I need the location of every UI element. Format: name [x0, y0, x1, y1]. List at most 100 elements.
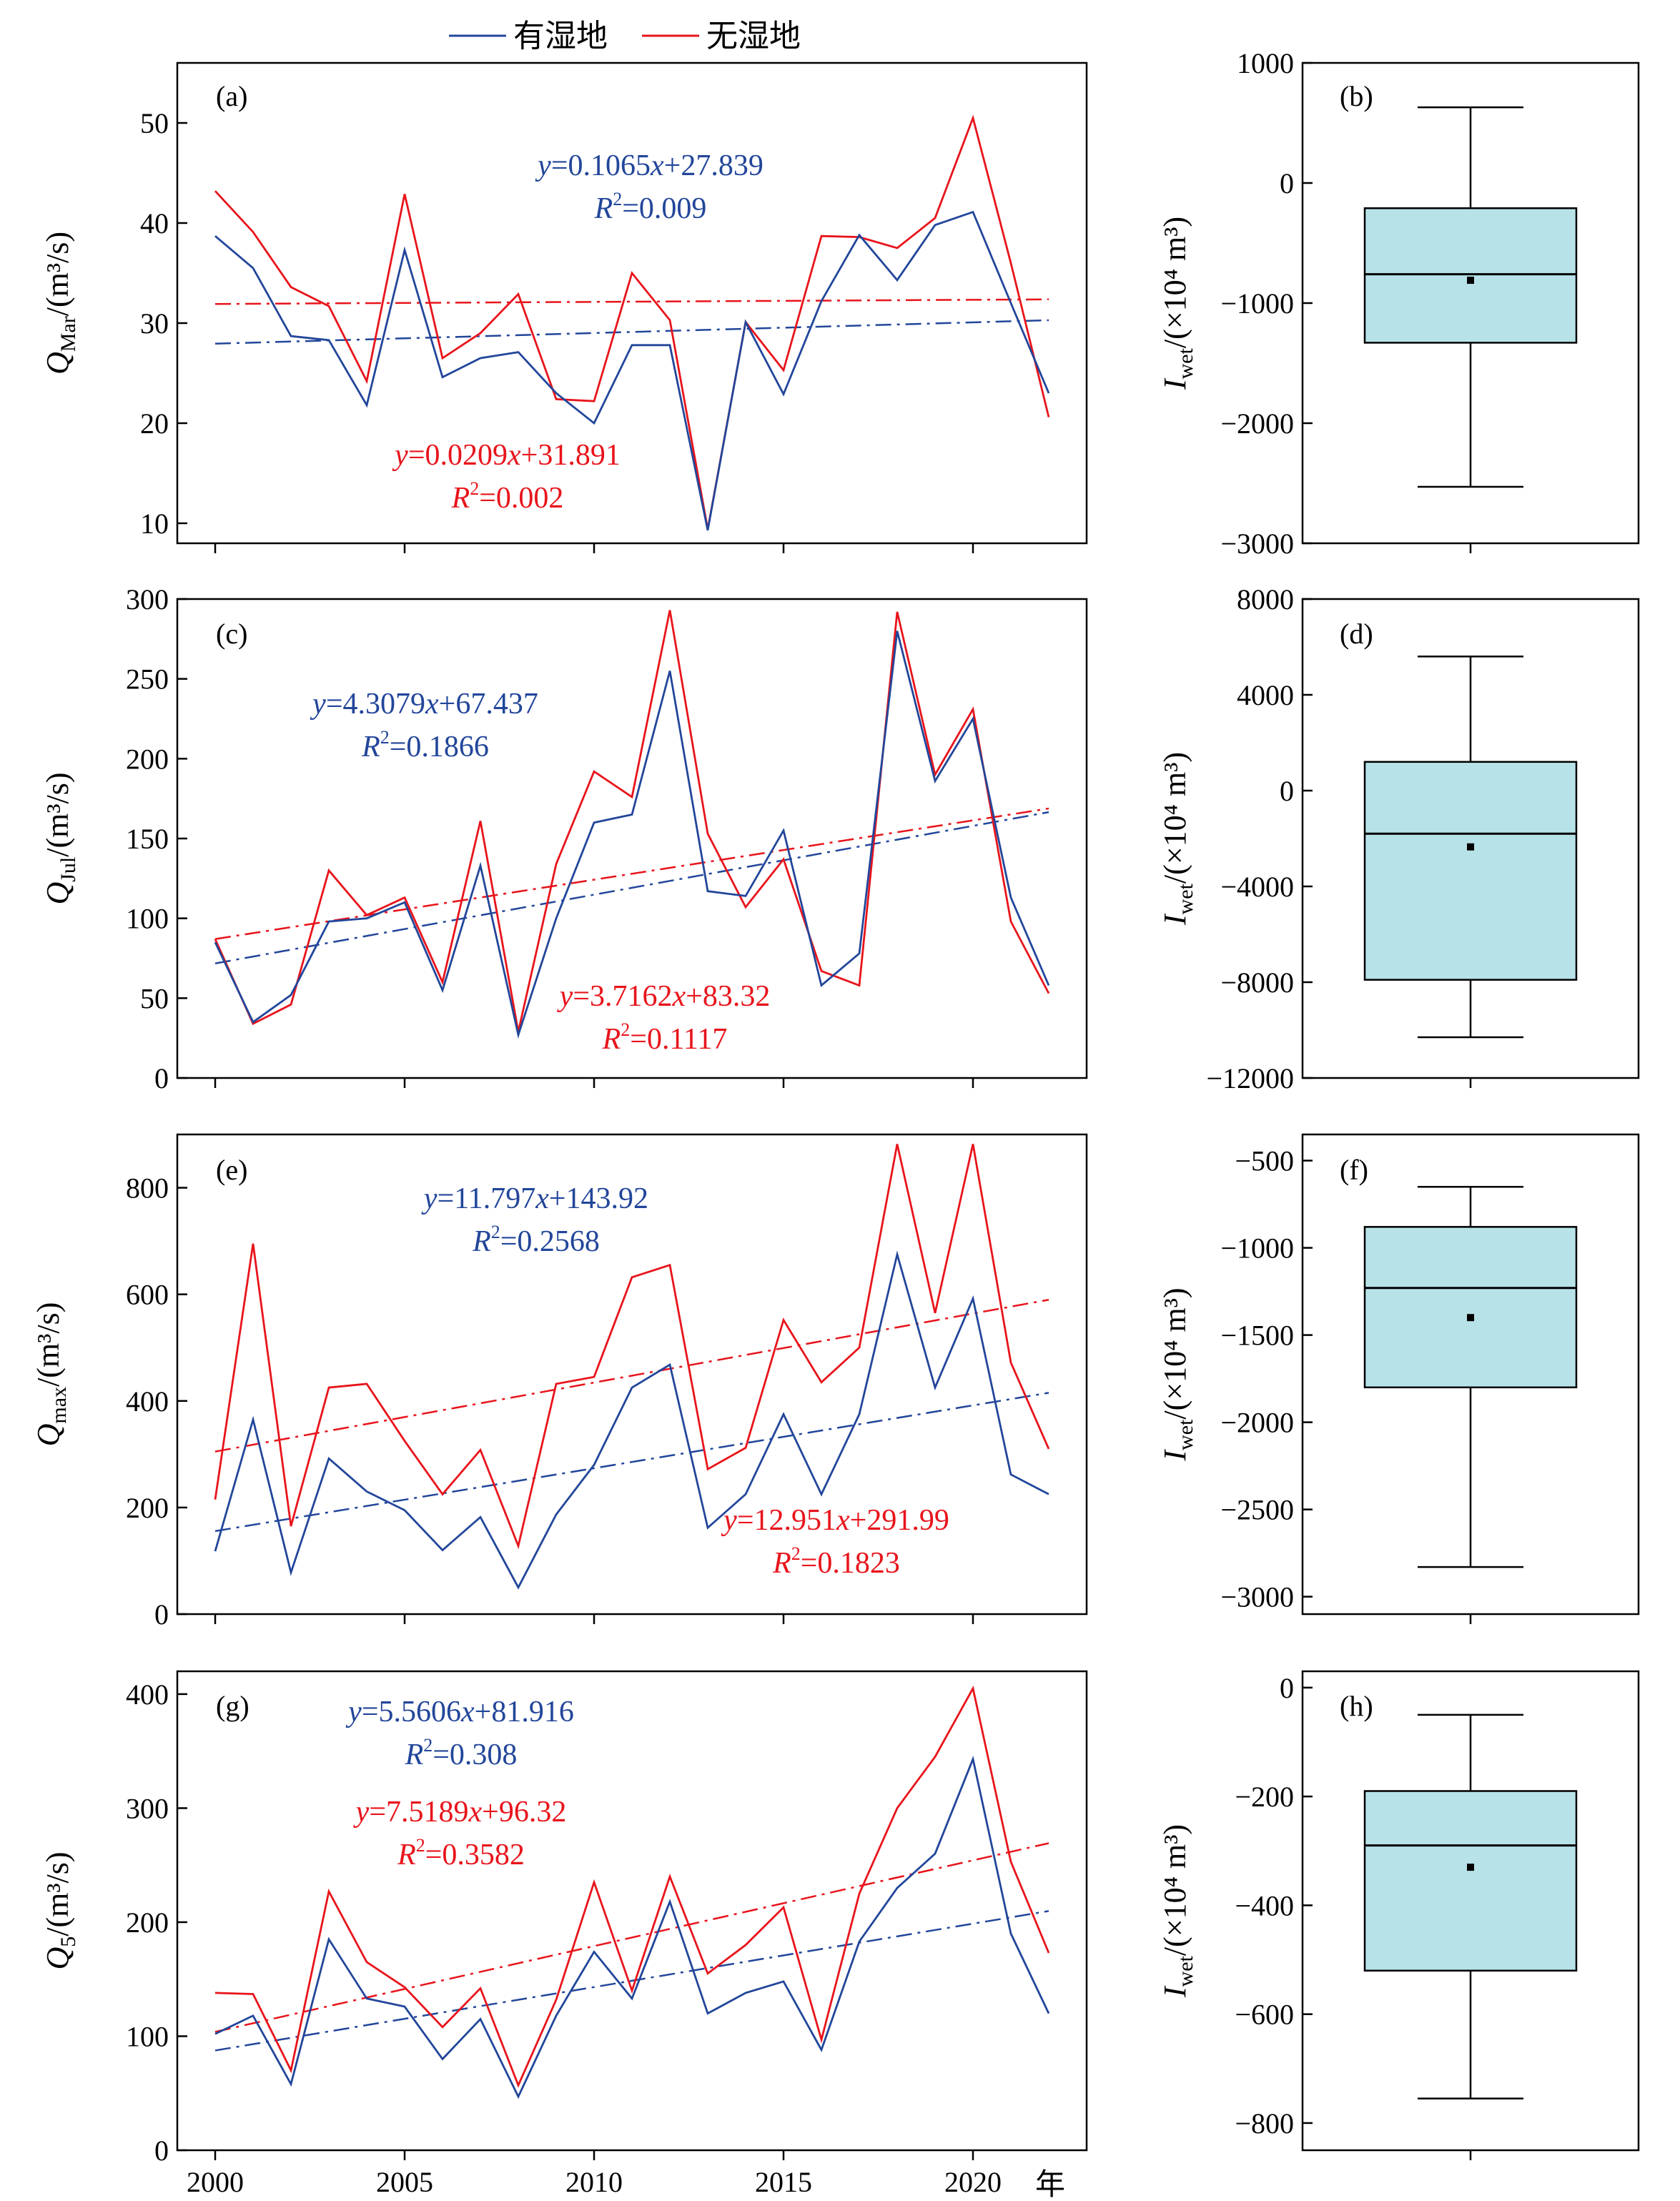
y-tick-label: 1000 [1237, 47, 1294, 79]
legend-no-wetland-label: 无湿地 [706, 18, 801, 54]
x-tick-label: 2000 [187, 2166, 244, 2198]
y-tick-label: 250 [126, 663, 169, 696]
y-tick-label: −600 [1235, 1999, 1294, 2031]
y-tick-label: 0 [154, 1062, 169, 1094]
panel-tag: (g) [216, 1690, 249, 1722]
y-axis-label-unit: /(×10⁴ m³) [1157, 752, 1192, 884]
y-axis-label-symbol: I [1157, 1985, 1192, 1998]
y-tick-label: −8000 [1220, 966, 1294, 999]
y-tick-label: 300 [126, 583, 169, 615]
box-mean-marker [1467, 1314, 1474, 1322]
y-axis-label-symbol: Q [40, 352, 75, 375]
y-axis-label-subscript: Mar [56, 316, 80, 352]
y-axis-label-unit: /(×10⁴ m³) [1157, 217, 1192, 348]
y-axis-label-subscript: 5 [56, 1937, 80, 1947]
trend-equation: y=4.3079x+67.437 [310, 688, 538, 721]
trend-line-wetland [214, 1392, 1049, 1533]
y-tick-label: 300 [126, 1792, 169, 1824]
box-mean-marker [1467, 843, 1474, 851]
panel-tag: (f) [1340, 1154, 1368, 1186]
x-unit-label: 年 [1035, 2167, 1065, 2201]
panel-tag: (d) [1340, 618, 1373, 650]
panel-a: 10 20 30 40 50 (a) y=0.1065x+27.839 R2=0.009 y=0… [140, 61, 1088, 553]
trend-line-no-wetland [214, 1298, 1049, 1453]
y-axis-label-symbol: I [1157, 377, 1192, 390]
x-tick-label: 2010 [565, 2166, 623, 2198]
box-iqr [1363, 1790, 1578, 1972]
panels: 1020304050(a)y=0.1065x+27.839R2=0.009y=0… [31, 47, 1640, 2198]
y-tick-label: −1500 [1220, 1320, 1294, 1352]
y-axis-label-unit: /(m³/s) [40, 232, 75, 316]
trend-equation: y=0.0209x+31.891 [392, 439, 621, 472]
y-tick-label: 100 [126, 903, 169, 935]
y-tick-label: 10 [140, 508, 169, 540]
y-axis-label-symbol: Q [40, 882, 75, 905]
y-axis-label-h: Iwet/(×10⁴ m³) [1157, 1824, 1197, 1998]
series-line-wetland [214, 210, 1050, 531]
y-tick-label: −2000 [1220, 407, 1294, 440]
panel-tag: (e) [216, 1154, 247, 1186]
trend-r-squared: R2=0.002 [451, 478, 564, 515]
series-line-no-wetland [214, 610, 1050, 1032]
trend-r-squared: R2=0.1117 [602, 1019, 728, 1056]
series-line-wetland [214, 1756, 1050, 2099]
x-tick-label: 2020 [944, 2166, 1002, 2198]
y-axis-label-unit: /(×10⁴ m³) [1157, 1287, 1192, 1419]
y-axis-label-d: Iwet/(×10⁴ m³) [1157, 752, 1197, 926]
box-iqr [1363, 1226, 1578, 1389]
y-axis-label-subscript: wet [1174, 347, 1197, 379]
plot-frame [176, 1133, 1088, 1616]
panel-tag: (a) [216, 80, 247, 112]
trend-r-squared: R2=0.2568 [472, 1222, 600, 1258]
y-tick-label: −12000 [1206, 1062, 1294, 1094]
y-tick-label: 0 [154, 2135, 169, 2167]
y-axis-label-symbol: I [1157, 1449, 1192, 1462]
plot-frame [176, 61, 1088, 545]
panel-c: 0 50 100 150 200 250 300 (c) y=4.3079x+67.437 R2=… [126, 583, 1088, 1094]
panel-g: 0 100 200 300 400 2000 2005 2010 2015 2020 (g) y=5.… [126, 1670, 1088, 2198]
y-tick-label: 600 [126, 1279, 169, 1311]
panel-tag: (b) [1340, 80, 1373, 112]
legend: 有湿地 无湿地 [449, 18, 801, 54]
y-axis-label-a: QMar/(m³/s) [40, 232, 80, 375]
panel-d: −12000 −8000 −4000 0 4000 8000 (d) [1206, 583, 1640, 1094]
trend-equation: y=0.1065x+27.839 [535, 149, 764, 182]
y-axis-label-unit: /(×10⁴ m³) [1157, 1824, 1192, 1956]
y-tick-label: 400 [126, 1385, 169, 1418]
panel-tag: (h) [1340, 1690, 1373, 1722]
trend-equation: y=7.5189x+96.32 [353, 1796, 567, 1829]
y-axis-label-b: Iwet/(×10⁴ m³) [1157, 217, 1197, 390]
box-iqr [1363, 207, 1578, 344]
y-tick-label: 0 [1280, 1672, 1294, 1704]
y-tick-label: −1000 [1220, 1232, 1294, 1265]
y-tick-label: −2000 [1220, 1407, 1294, 1439]
box-mean-marker [1467, 277, 1474, 285]
y-axis-label-symbol: Q [31, 1424, 66, 1447]
y-tick-label: 40 [140, 207, 169, 239]
panel-b: −3000 −2000 −1000 0 1000 (b) [1220, 47, 1640, 560]
y-tick-label: −200 [1235, 1781, 1294, 1813]
legend-wetland-label: 有湿地 [513, 18, 608, 54]
y-tick-label: 200 [126, 1492, 169, 1524]
trend-equation: y=3.7162x+83.32 [557, 980, 771, 1013]
panel-e: 0 200 400 600 800 (e) y=11.797x+143.92 R2=0.256… [126, 1133, 1088, 1631]
y-tick-label: 8000 [1237, 583, 1294, 615]
y-axis-label-symbol: Q [40, 1947, 75, 1970]
y-axis-label-unit: /(m³/s) [31, 1302, 66, 1387]
y-tick-label: 200 [126, 743, 169, 775]
y-axis-label-unit: /(m³/s) [40, 1851, 75, 1936]
y-axis-label-symbol: I [1157, 913, 1192, 926]
y-axis-label-subscript: wet [1174, 883, 1197, 914]
y-tick-label: 100 [126, 2020, 169, 2052]
y-axis-label-subscript: Jul [56, 857, 80, 882]
trend-line-no-wetland [214, 298, 1049, 305]
y-axis-label-subscript: wet [1174, 1419, 1197, 1450]
trend-line-no-wetland [214, 807, 1049, 940]
y-tick-label: 0 [1280, 167, 1294, 199]
trend-r-squared: R2=0.1823 [772, 1543, 900, 1580]
trend-line-wetland [214, 319, 1049, 345]
y-tick-label: 4000 [1237, 679, 1294, 711]
y-axis-label-g: Q5/(m³/s) [40, 1851, 80, 1969]
box-mean-marker [1467, 1864, 1474, 1871]
